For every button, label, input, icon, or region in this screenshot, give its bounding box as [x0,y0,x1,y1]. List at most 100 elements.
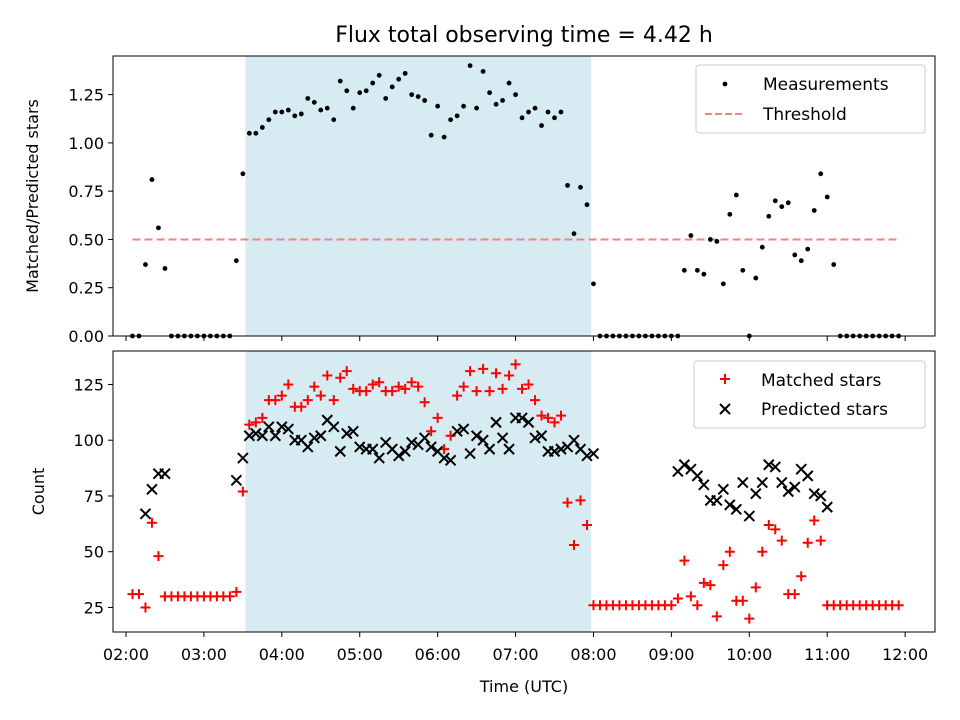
predicted-star-point [444,454,457,466]
legend-threshold-label: Threshold [762,105,847,125]
matched-star-point [400,383,411,394]
measurement-point [578,184,583,190]
predicted-star-point [282,423,295,435]
measurement-point [785,200,791,206]
predicted-star-point [522,416,535,429]
xtick-label: 09:00 [648,645,694,664]
measurement-point [740,267,746,273]
bottom-ytick-label: 25 [84,598,104,617]
matched-star-point [763,519,774,530]
matched-star-point [153,551,164,562]
matched-star-point [815,535,826,546]
matched-star-point [406,377,417,388]
top-ytick-label: 0.25 [68,279,104,298]
measurement-point [253,130,259,136]
measurement-point [246,130,252,136]
measurement-point [376,72,382,78]
predicted-star-point [139,508,152,520]
matched-star-point [698,577,709,588]
measurement-point [545,109,551,115]
predicted-star-point [399,445,411,458]
matched-star-point [432,412,443,423]
measurement-point [714,238,720,244]
matched-star-point [497,383,508,394]
matched-star-point [724,546,735,557]
legend-matched-marker [720,374,730,384]
matched-star-point [523,379,534,390]
predicted-star-point [392,450,405,462]
predicted-star-point [529,432,541,444]
measurement-point [402,70,408,76]
matched-star-point [361,386,372,397]
xtick-label: 08:00 [570,645,616,664]
measurement-point [805,246,811,252]
predicted-star-point [587,447,600,460]
measurement-point [513,92,518,98]
predicted-star-point [451,425,463,437]
matched-star-point [536,410,547,421]
legend-matched-label: Matched stars [761,371,881,391]
predicted-star-point [347,425,359,437]
bottom-panel: 25 50 75 100 125 02:00 03:00 04:00 05:00 06:00 07… [29,350,936,696]
bottom-axes-frame [112,350,936,633]
measurement-point [779,204,785,210]
matched-star-point [737,595,748,606]
matched-star-point [562,497,573,508]
measurement-point [811,208,817,213]
predicted-star-point [737,476,749,489]
measurement-point [493,101,499,107]
matched-star-point [231,586,242,597]
matched-star-point [244,419,255,430]
measurement-point [259,125,265,130]
predicted-star-point [263,421,275,433]
matched-star-point [283,379,294,390]
measurement-point [272,109,278,115]
measurement-point [467,63,473,69]
matched-star-point [465,366,476,377]
predicted-star-point [821,501,833,513]
measurement-point [565,182,570,188]
matched-star-point [270,395,281,406]
matched-star-point [711,611,722,622]
measurement-point [240,171,246,177]
matched-star-point [672,593,683,604]
measurement-point [396,76,402,82]
predicted-star-point [477,434,489,446]
matched-star-point [705,580,716,591]
top-legend-box [695,64,926,134]
measurement-point [266,117,272,123]
matched-star-point [419,397,430,408]
predicted-star-point [418,432,431,444]
bottom-ytick-label: 100 [73,431,104,450]
measurement-point [454,113,460,119]
measurement-point [389,84,395,90]
bottom-x-ticks: 02:00 03:00 04:00 05:00 06:00 07:00 08:00 09:00… [103,632,928,664]
predicted-star-point [464,447,476,460]
predicted-star-point [405,436,418,449]
measurement-point [285,107,291,113]
measurement-point [818,171,824,177]
xtick-label: 10:00 [726,645,772,664]
legend-measurements-marker [722,81,728,87]
measurement-point [149,177,155,182]
measurement-point [337,78,343,84]
measurement-point [143,262,148,267]
matched-star-point [458,381,469,392]
measurement-point [694,267,700,273]
matched-star-point [575,495,586,506]
xtick-label: 02:00 [103,645,149,664]
bottom-y-ticks: 25 50 75 100 125 [73,375,113,617]
measurement-point [792,252,798,258]
matched-star-point [757,546,768,557]
predicted-star-point [334,445,346,458]
top-panel: 0.00 0.25 0.50 0.75 1.00 1.25 Matched/Predict… [23,55,936,346]
measurement-point [798,258,804,264]
matched-star-point [789,589,800,600]
matched-star-point [335,372,346,383]
measurement-point [753,275,759,281]
measurement-point [824,194,830,200]
bottom-ytick-label: 75 [84,487,104,506]
measurement-point [324,105,330,111]
measurement-point [292,113,298,119]
matched-star-point [302,395,313,406]
